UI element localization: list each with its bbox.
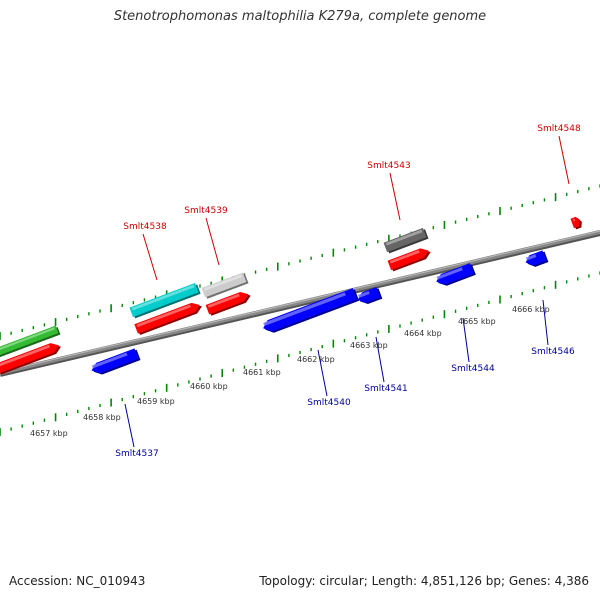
gene-label-smlt4548[interactable]: Smlt4548 [537, 124, 581, 134]
gene-label-smlt4541-leader [375, 336, 385, 383]
accession-text: Accession: NC_010943 [9, 574, 146, 588]
label-layer: 4657 kbp 4658 kbp 4659 kbp 4660 kbp 4661 kbp… [30, 124, 581, 459]
green-feature-1[interactable] [0, 325, 61, 358]
light-feature-smlt4539[interactable] [201, 272, 249, 299]
reverse-cds-smlt4541[interactable] [356, 286, 383, 306]
kbp-tick-label: 4663 kbp [350, 341, 388, 350]
forward-cds-smlt4539[interactable] [205, 289, 253, 316]
genome-title: Stenotrophomonas maltophilia K279a, comp… [113, 9, 487, 24]
gene-label-smlt4539-leader [205, 217, 220, 266]
gene-label-smlt4543-leader [389, 172, 401, 221]
reverse-cds-smlt4540[interactable] [261, 288, 360, 336]
reverse-cds-smlt4546[interactable] [524, 250, 549, 270]
dark-feature-smlt4543[interactable] [383, 227, 429, 254]
gene-label-smlt4546-leader [542, 299, 549, 346]
gene-label-smlt4548-leader [558, 135, 570, 185]
kbp-tick-label: 4666 kbp [512, 305, 550, 314]
forward-cds-1[interactable] [0, 340, 63, 375]
rrna-feature[interactable] [129, 282, 201, 319]
gene-label-smlt4537[interactable]: Smlt4537 [115, 449, 158, 459]
gene-label-smlt4543[interactable]: Smlt4543 [367, 161, 410, 171]
gene-label-smlt4544-leader [462, 317, 470, 363]
backbone-line [0, 230, 600, 375]
kbp-tick-label: 4665 kbp [458, 317, 496, 326]
backbone-highlight [0, 230, 600, 373]
kbp-tick-label: 4661 kbp [243, 368, 281, 377]
gene-label-smlt4546[interactable]: Smlt4546 [531, 347, 575, 357]
kbp-tick-label: 4659 kbp [137, 397, 175, 406]
gene-label-smlt4544[interactable]: Smlt4544 [451, 364, 495, 374]
forward-cds-smlt4543[interactable] [387, 245, 433, 272]
gene-label-smlt4538-leader [142, 233, 158, 281]
gene-label-smlt4538[interactable]: Smlt4538 [123, 222, 167, 232]
kbp-tick-label: 4660 kbp [190, 382, 228, 391]
gene-label-smlt4539[interactable]: Smlt4539 [184, 206, 228, 216]
forward-cds-smlt4548[interactable] [570, 215, 583, 230]
kbp-tick-label: 4664 kbp [404, 329, 442, 338]
feature-layer [0, 215, 583, 378]
gene-label-smlt4541[interactable]: Smlt4541 [364, 384, 407, 394]
forward-cds-smlt4538[interactable] [134, 300, 203, 336]
genome-summary-text: Topology: circular; Length: 4,851,126 bp… [259, 574, 589, 588]
gene-label-smlt4540-leader [317, 349, 328, 397]
kbp-tick-label: 4657 kbp [30, 429, 68, 438]
backbone-layer [0, 230, 600, 377]
reverse-cds-smlt4544[interactable] [434, 263, 476, 289]
kbp-tick-label: 4658 kbp [83, 413, 121, 422]
reverse-cds-smlt4537[interactable] [90, 348, 141, 378]
gene-label-smlt4537-leader [124, 403, 135, 448]
kbp-tick-label: 4662 kbp [297, 355, 335, 364]
gene-label-smlt4540[interactable]: Smlt4540 [307, 398, 351, 408]
